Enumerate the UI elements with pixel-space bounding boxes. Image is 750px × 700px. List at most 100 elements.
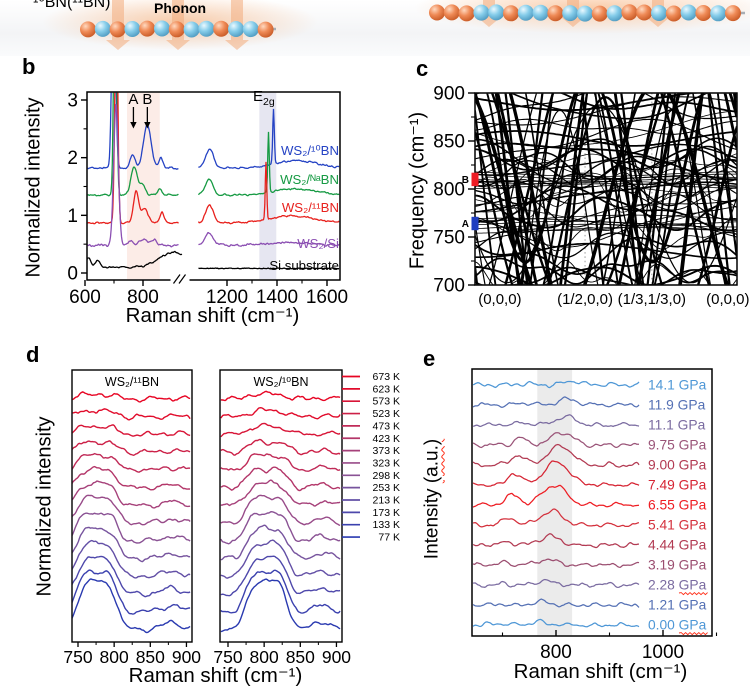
- x-tick-label: 800: [127, 287, 159, 308]
- spectrum-curve-right: [198, 108, 340, 170]
- boron-atom: [547, 5, 564, 22]
- boron-atom: [725, 5, 741, 22]
- temperature-curve: [72, 569, 191, 615]
- peak-annotation-letter: B: [142, 91, 152, 108]
- temperature-curve: [220, 406, 341, 420]
- pressure-label: 3.19 GPa: [648, 558, 707, 573]
- y-tick-label: 700: [433, 276, 465, 297]
- phonon-band: [475, 236, 737, 275]
- pressure-label: 1.21 GPa: [648, 598, 707, 613]
- legend-label: 673 K: [373, 371, 400, 383]
- legend-label: 523 K: [373, 408, 400, 420]
- panel-a-schematic: ¹⁰BN(¹¹BN) Phonon: [0, 0, 750, 56]
- panel-d-tag: d: [26, 342, 40, 367]
- temperature-curve: [220, 390, 341, 402]
- temperature-curve: [72, 424, 191, 437]
- legend-label: 323 K: [373, 457, 400, 469]
- phonon-band: [475, 257, 737, 285]
- x-tick-label: 800: [540, 642, 572, 663]
- nitrogen-atom: [651, 5, 667, 21]
- phonon-band-steep: [508, 93, 681, 285]
- temperature-curve: [72, 494, 191, 526]
- pressure-curve: [472, 414, 640, 428]
- y-tick-label: 750: [433, 228, 465, 249]
- temperature-curve: [72, 408, 191, 421]
- spellcheck-squiggle: [678, 631, 708, 636]
- panel-b-yaxis-title: Normalized intensity: [22, 97, 45, 278]
- y-tick-label: 800: [433, 180, 465, 201]
- x-tick-label: 850: [136, 647, 165, 667]
- pressure-label: 14.1 GPa: [648, 378, 707, 393]
- boron-atom: [80, 21, 96, 38]
- pressure-label: 9.75 GPa: [648, 438, 707, 453]
- temperature-curve: [72, 526, 191, 563]
- annotation-arrow-head: [130, 122, 137, 129]
- pressure-label: 0.00 GPa: [648, 618, 707, 633]
- nitrogen-atom: [228, 21, 244, 37]
- x-tick-label: (1/3,1/3,0): [618, 291, 686, 308]
- pressure-label: 9.00 GPa: [648, 458, 707, 473]
- temperature-curve: [72, 578, 191, 634]
- x-tick-label: (1/2,0,0): [557, 291, 613, 308]
- plot-frame: [219, 369, 343, 643]
- phonon-band-cluster-a: [475, 223, 737, 231]
- boron-atom: [636, 4, 653, 21]
- nitrogen-atom: [154, 20, 170, 37]
- spectrum-curve-left: [87, 92, 179, 170]
- temperature-curve: [220, 438, 341, 456]
- pressure-curve: [472, 598, 640, 608]
- temperature-curve: [72, 555, 191, 598]
- temperature-curve: [72, 539, 191, 579]
- panel-e-tag: e: [423, 346, 436, 371]
- x-tick-label: (0,0,0): [478, 291, 521, 308]
- x-tick-label: (0,0,0): [706, 291, 749, 308]
- x-tick-label: 900: [172, 647, 201, 667]
- panel-c-tag: c: [416, 56, 429, 81]
- phonon-schematic-svg: [0, 0, 750, 56]
- spectrum-curve-right: [198, 267, 340, 270]
- panel-b-tag: b: [22, 54, 36, 79]
- pressure-curve: [472, 508, 640, 528]
- boron-atom: [213, 20, 230, 37]
- temperature-curve: [72, 440, 191, 457]
- temperature-curve: [72, 480, 191, 509]
- temperature-curves-group: [220, 390, 341, 633]
- nitrogen-atom: [124, 21, 141, 37]
- nitrogen-atom: [680, 4, 697, 21]
- temperature-curve: [220, 578, 341, 633]
- nitrogen-atom: [577, 5, 593, 22]
- y-tick-label: 2: [67, 148, 78, 169]
- temperature-curve: [220, 555, 341, 597]
- spectrum-curve-left: [87, 92, 179, 197]
- plot-frame: [471, 368, 713, 637]
- pressure-label: 4.44 GPa: [648, 538, 707, 553]
- boron-atom: [257, 21, 274, 38]
- temperature-curve: [220, 510, 341, 545]
- phonon-band: [475, 242, 737, 260]
- phonon-band-cluster-b: [475, 171, 737, 177]
- pressure-curve: [472, 533, 639, 549]
- phonon-band: [475, 148, 737, 171]
- temperature-curve: [72, 391, 191, 403]
- pressure-curve: [472, 618, 640, 628]
- phonon-band-steep: [475, 93, 730, 285]
- nitrogen-atom: [242, 21, 259, 38]
- temperature-curve: [72, 465, 191, 491]
- nitrogen-atom: [473, 4, 490, 21]
- boron-atom: [109, 21, 126, 38]
- pressure-curve: [472, 558, 640, 569]
- x-tick-label: 750: [63, 647, 92, 667]
- temperature-curve: [220, 466, 341, 492]
- intensity-label: Intensity: [421, 488, 443, 560]
- pressure-curve: [473, 578, 640, 589]
- phonon-band-cluster-b: [475, 178, 737, 185]
- temperature-curves-group: [72, 391, 191, 634]
- x-tick-label: 1200: [206, 287, 248, 308]
- legend-label: 298 K: [373, 470, 400, 482]
- phonon-band-steep: [475, 96, 737, 285]
- phonon-band-cluster-b: [475, 173, 737, 180]
- temperature-curve: [220, 494, 341, 527]
- boron-atom: [458, 5, 475, 22]
- phonon-band-steep: [504, 93, 704, 285]
- e2g-base: E: [253, 88, 264, 105]
